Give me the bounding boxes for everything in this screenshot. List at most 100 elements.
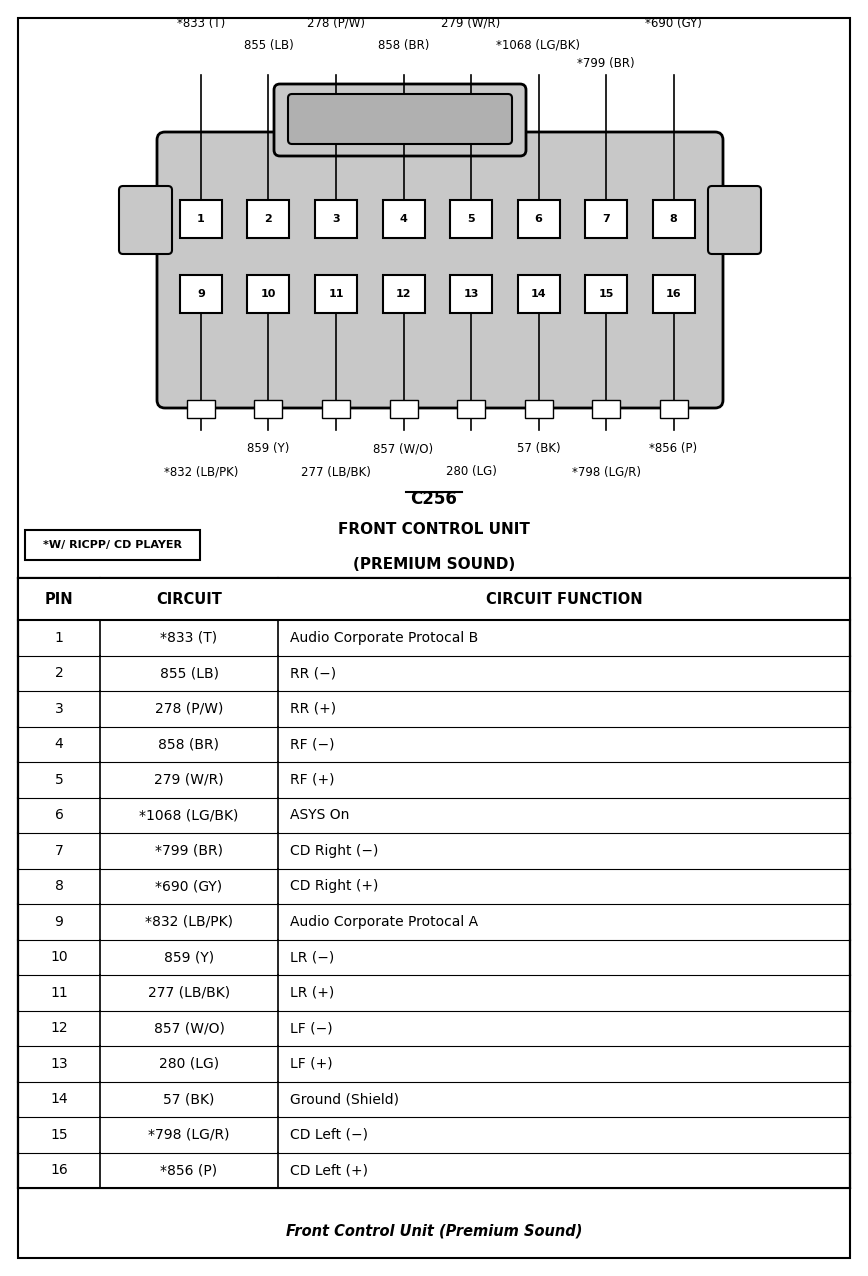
Bar xyxy=(653,276,694,313)
Text: *1068 (LG/BK): *1068 (LG/BK) xyxy=(139,808,239,822)
Text: RF (−): RF (−) xyxy=(290,738,334,752)
Text: 3: 3 xyxy=(332,214,339,225)
Bar xyxy=(517,276,560,313)
Bar xyxy=(180,276,222,313)
Text: 11: 11 xyxy=(328,288,344,299)
Text: 6: 6 xyxy=(535,214,542,225)
Text: 13: 13 xyxy=(464,288,478,299)
Text: CIRCUIT FUNCTION: CIRCUIT FUNCTION xyxy=(486,592,642,606)
Text: 858 (BR): 858 (BR) xyxy=(378,40,429,52)
Text: 278 (P/W): 278 (P/W) xyxy=(307,17,365,31)
Text: RR (+): RR (+) xyxy=(290,702,336,716)
Text: C256: C256 xyxy=(411,490,457,508)
FancyBboxPatch shape xyxy=(274,84,526,156)
Text: LR (−): LR (−) xyxy=(290,951,334,965)
Bar xyxy=(315,276,357,313)
Bar xyxy=(457,399,485,419)
Bar xyxy=(180,200,222,239)
Text: 855 (LB): 855 (LB) xyxy=(160,666,219,680)
Bar xyxy=(592,399,620,419)
Text: 857 (W/O): 857 (W/O) xyxy=(373,441,433,456)
Bar xyxy=(247,200,290,239)
Text: *833 (T): *833 (T) xyxy=(161,630,218,644)
Bar xyxy=(322,399,350,419)
FancyBboxPatch shape xyxy=(119,186,172,254)
Text: 857 (W/O): 857 (W/O) xyxy=(154,1021,225,1035)
Text: 9: 9 xyxy=(55,915,63,929)
Text: 279 (W/R): 279 (W/R) xyxy=(441,17,501,31)
Text: 16: 16 xyxy=(666,288,681,299)
Text: ASYS On: ASYS On xyxy=(290,808,350,822)
Text: 280 (LG): 280 (LG) xyxy=(445,464,496,478)
Text: 14: 14 xyxy=(50,1092,68,1106)
Bar xyxy=(383,200,424,239)
Text: *690 (GY): *690 (GY) xyxy=(645,17,702,31)
Text: 4: 4 xyxy=(399,214,407,225)
Text: *832 (LB/PK): *832 (LB/PK) xyxy=(145,915,233,929)
Text: *856 (P): *856 (P) xyxy=(161,1164,218,1178)
Text: *799 (BR): *799 (BR) xyxy=(577,57,635,70)
Text: Audio Corporate Protocal A: Audio Corporate Protocal A xyxy=(290,915,478,929)
Text: 1: 1 xyxy=(197,214,205,225)
Text: 10: 10 xyxy=(260,288,276,299)
Text: 8: 8 xyxy=(55,879,63,893)
Text: RR (−): RR (−) xyxy=(290,666,336,680)
Text: 855 (LB): 855 (LB) xyxy=(244,40,293,52)
Bar xyxy=(450,276,492,313)
Bar xyxy=(390,399,418,419)
Bar xyxy=(383,276,424,313)
Text: (PREMIUM SOUND): (PREMIUM SOUND) xyxy=(353,558,515,572)
Bar xyxy=(517,200,560,239)
Bar xyxy=(524,399,553,419)
Bar xyxy=(585,276,627,313)
Text: *1068 (LG/BK): *1068 (LG/BK) xyxy=(496,40,581,52)
Text: 9: 9 xyxy=(197,288,205,299)
Text: 277 (LB/BK): 277 (LB/BK) xyxy=(148,986,230,1000)
Text: 1: 1 xyxy=(55,630,63,644)
Text: *W/ RICPP/ CD PLAYER: *W/ RICPP/ CD PLAYER xyxy=(43,540,182,550)
Text: Ground (Shield): Ground (Shield) xyxy=(290,1092,399,1106)
Text: 859 (Y): 859 (Y) xyxy=(247,441,290,456)
Text: CD Right (−): CD Right (−) xyxy=(290,843,378,857)
Text: LF (+): LF (+) xyxy=(290,1057,332,1071)
Text: 277 (LB/BK): 277 (LB/BK) xyxy=(301,464,371,478)
Text: 57 (BK): 57 (BK) xyxy=(516,441,561,456)
Text: LR (+): LR (+) xyxy=(290,986,334,1000)
Bar xyxy=(187,399,215,419)
Text: 13: 13 xyxy=(50,1057,68,1071)
Text: *799 (BR): *799 (BR) xyxy=(155,843,223,857)
Text: FRONT CONTROL UNIT: FRONT CONTROL UNIT xyxy=(338,522,530,537)
Text: Audio Corporate Protocal B: Audio Corporate Protocal B xyxy=(290,630,478,644)
Text: 4: 4 xyxy=(55,738,63,752)
Text: *798 (LG/R): *798 (LG/R) xyxy=(571,464,641,478)
Text: 14: 14 xyxy=(530,288,546,299)
Text: 279 (W/R): 279 (W/R) xyxy=(155,773,224,787)
Text: *833 (T): *833 (T) xyxy=(177,17,225,31)
Text: Front Control Unit (Premium Sound): Front Control Unit (Premium Sound) xyxy=(286,1222,582,1238)
Bar xyxy=(254,399,282,419)
Text: 278 (P/W): 278 (P/W) xyxy=(155,702,223,716)
Text: 15: 15 xyxy=(50,1128,68,1142)
Text: 5: 5 xyxy=(55,773,63,787)
FancyBboxPatch shape xyxy=(708,186,761,254)
Text: 8: 8 xyxy=(669,214,677,225)
Bar xyxy=(247,276,290,313)
Text: 2: 2 xyxy=(265,214,273,225)
Text: 7: 7 xyxy=(602,214,610,225)
Text: CIRCUIT: CIRCUIT xyxy=(156,592,222,606)
Text: *690 (GY): *690 (GY) xyxy=(155,879,222,893)
Text: 858 (BR): 858 (BR) xyxy=(159,738,220,752)
Text: 16: 16 xyxy=(50,1164,68,1178)
Text: 10: 10 xyxy=(50,951,68,965)
Bar xyxy=(450,200,492,239)
Text: 280 (LG): 280 (LG) xyxy=(159,1057,219,1071)
Bar xyxy=(25,530,200,560)
Bar xyxy=(653,200,694,239)
Bar xyxy=(315,200,357,239)
Text: 859 (Y): 859 (Y) xyxy=(164,951,214,965)
Text: LF (−): LF (−) xyxy=(290,1021,332,1035)
Text: 15: 15 xyxy=(598,288,614,299)
Bar xyxy=(585,200,627,239)
Text: 3: 3 xyxy=(55,702,63,716)
Text: 57 (BK): 57 (BK) xyxy=(163,1092,214,1106)
